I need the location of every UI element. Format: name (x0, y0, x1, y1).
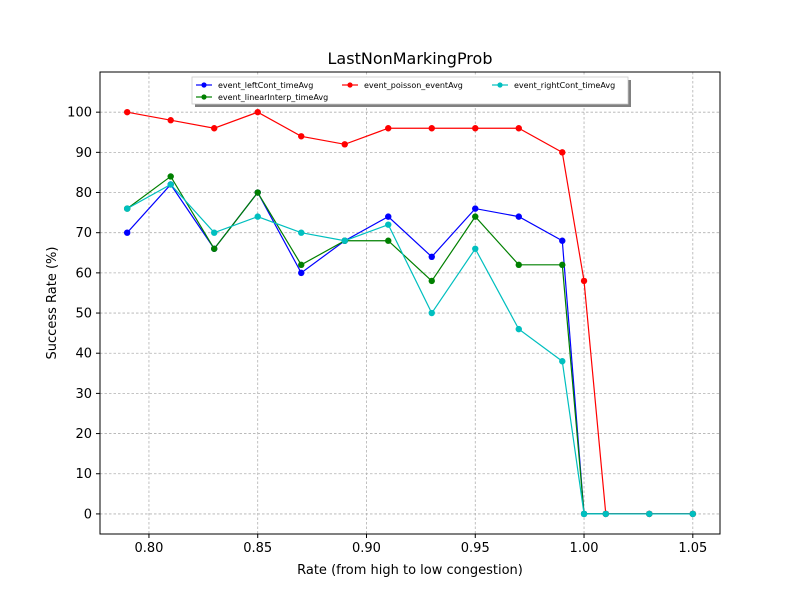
series-event_rightCont_timeAvg (123, 181, 697, 518)
legend: event_leftCont_timeAvg event_linearInterp… (191, 76, 631, 107)
legend-swatch-marker (201, 94, 207, 100)
data-point (385, 237, 392, 244)
data-point (646, 510, 653, 518)
legend-label: event_rightCont_timeAvg (514, 81, 615, 90)
grid (100, 72, 720, 534)
data-point (559, 261, 566, 269)
data-point (472, 205, 479, 212)
legend-entry: event_linearInterp_timeAvg (196, 93, 328, 102)
y-tick-label: 100 (67, 106, 92, 121)
data-point (298, 133, 305, 140)
data-point (254, 189, 261, 196)
series-group (123, 108, 697, 518)
data-point (298, 229, 305, 236)
data-point (211, 229, 218, 236)
y-tick-label: 90 (75, 146, 92, 161)
data-point (123, 205, 131, 212)
data-point (515, 325, 522, 333)
legend-entry: event_leftCont_timeAvg (196, 81, 313, 90)
x-axis: 0.80 0.85 0.90 0.95 1.00 1.05 (134, 534, 707, 556)
data-point (472, 125, 479, 132)
x-tick-label: 0.80 (134, 541, 163, 556)
data-point (385, 221, 392, 228)
y-tick-label: 80 (75, 186, 92, 201)
data-point (559, 149, 566, 156)
y-axis: 0 10 20 30 40 50 60 70 80 90 100 (67, 106, 100, 522)
data-point (559, 358, 566, 365)
data-point (211, 125, 218, 132)
y-tick-label: 20 (75, 427, 92, 442)
data-point (341, 237, 348, 244)
legend-swatch-marker (347, 82, 353, 88)
y-tick-label: 50 (75, 307, 92, 322)
legend-label: event_leftCont_timeAvg (218, 81, 313, 90)
data-point (385, 213, 392, 220)
data-point (167, 117, 174, 124)
data-point (472, 213, 479, 220)
chart-title: LastNonMarkingProb (328, 49, 493, 68)
y-tick-label: 10 (75, 467, 92, 482)
y-tick-label: 0 (84, 507, 92, 522)
data-point (298, 261, 305, 269)
x-tick-label: 0.85 (243, 541, 272, 556)
plot-frame (99, 71, 721, 535)
data-point (580, 277, 588, 285)
y-axis-label: Success Rate (%) (45, 247, 60, 360)
y-tick-label: 70 (75, 226, 92, 241)
data-point (167, 181, 174, 188)
legend-label: event_linearInterp_timeAvg (218, 93, 328, 102)
data-point (211, 245, 218, 252)
legend-entry: event_rightCont_timeAvg (492, 81, 615, 90)
legend-label: event_poisson_eventAvg (364, 81, 463, 90)
y-tick-label: 40 (75, 347, 92, 362)
x-tick-label: 0.90 (352, 541, 381, 556)
legend-box (191, 76, 629, 105)
data-point (515, 261, 522, 269)
data-point (559, 237, 566, 244)
x-tick-label: 1.00 (570, 541, 599, 556)
data-point (689, 510, 697, 518)
x-tick-label: 1.05 (678, 541, 707, 556)
data-point (472, 245, 479, 252)
data-point (515, 213, 522, 220)
data-point (515, 125, 522, 132)
legend-swatch-marker (497, 82, 503, 88)
data-point (123, 108, 131, 116)
data-point (298, 269, 305, 277)
data-point (341, 141, 348, 148)
data-point (254, 108, 261, 116)
data-point (428, 277, 435, 285)
data-point (254, 213, 261, 220)
data-point (123, 229, 131, 236)
x-tick-label: 0.95 (461, 541, 490, 556)
y-tick-label: 30 (75, 387, 92, 402)
data-point (428, 309, 435, 317)
data-point (602, 510, 609, 518)
data-point (580, 510, 588, 518)
y-tick-label: 60 (75, 266, 92, 281)
data-point (428, 253, 435, 260)
legend-swatch-marker (201, 82, 207, 88)
x-axis-label: Rate (from high to low congestion) (297, 563, 523, 578)
data-point (167, 173, 174, 180)
data-point (428, 125, 435, 132)
legend-entry: event_poisson_eventAvg (342, 81, 463, 90)
data-point (385, 125, 392, 132)
